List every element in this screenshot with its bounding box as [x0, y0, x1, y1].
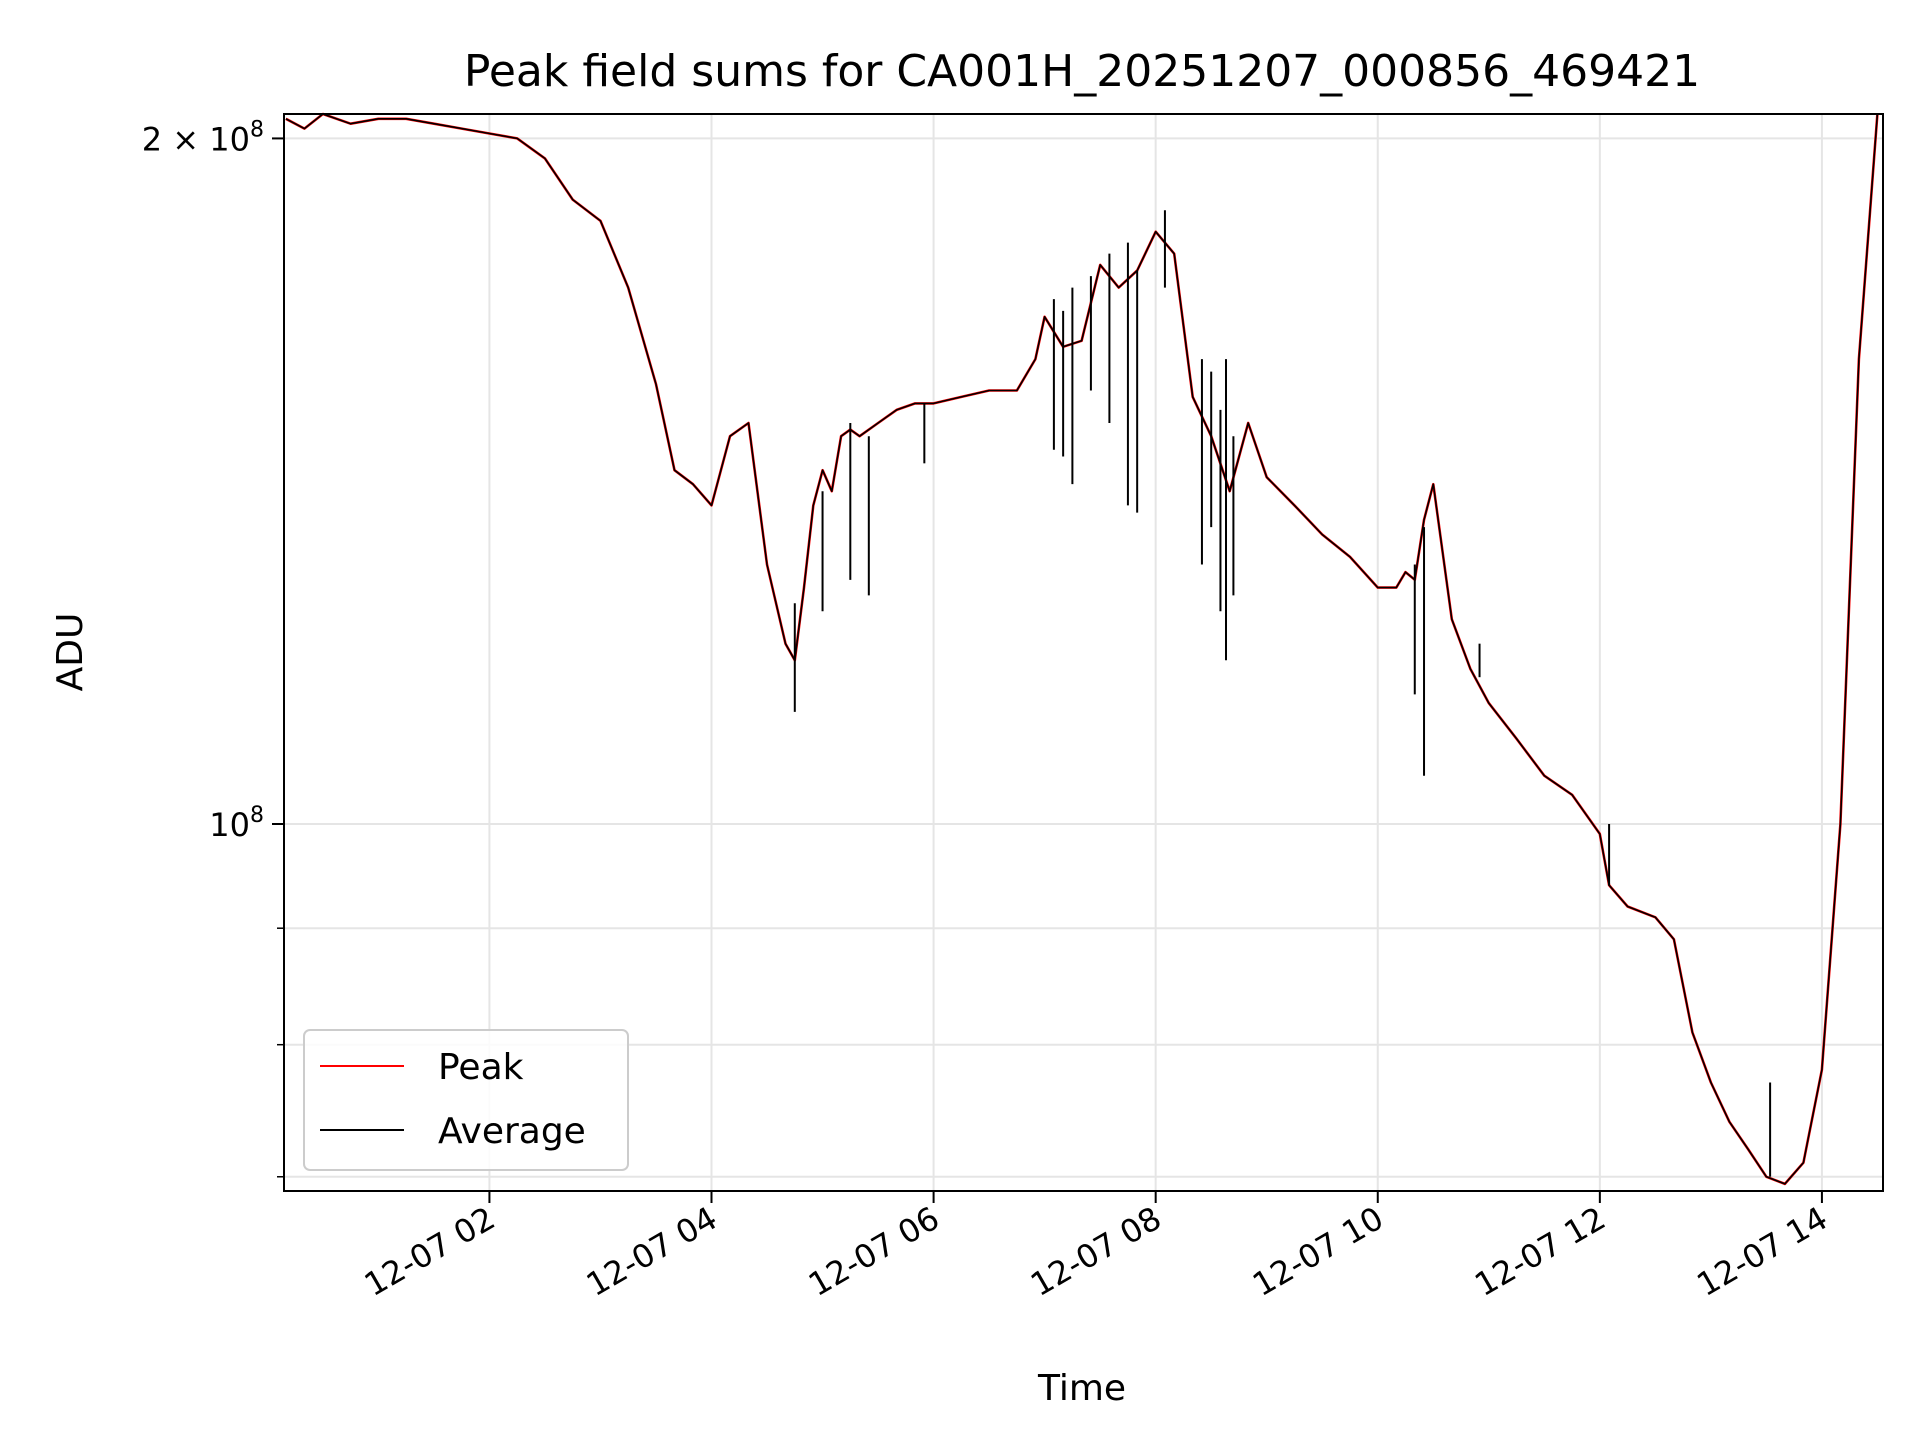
chart-title: Peak field sums for CA001H_20251207_0008… [464, 46, 1700, 97]
x-axis-label: Time [1037, 1368, 1126, 1409]
legend-label-average: Average [438, 1111, 586, 1152]
plot-area [285, 112, 1879, 1186]
spike-layer [793, 210, 1772, 1177]
y-axis-ticks: 2 × 108 108 [142, 117, 284, 1178]
y-axis-label: ADU [50, 613, 91, 692]
legend: Peak Average [303, 1029, 629, 1171]
axes-frame [283, 113, 1884, 1192]
legend-label-peak: Peak [438, 1047, 524, 1088]
y-tick-label: 2 × 108 [142, 117, 264, 158]
y-tick-label: 108 [209, 803, 264, 844]
